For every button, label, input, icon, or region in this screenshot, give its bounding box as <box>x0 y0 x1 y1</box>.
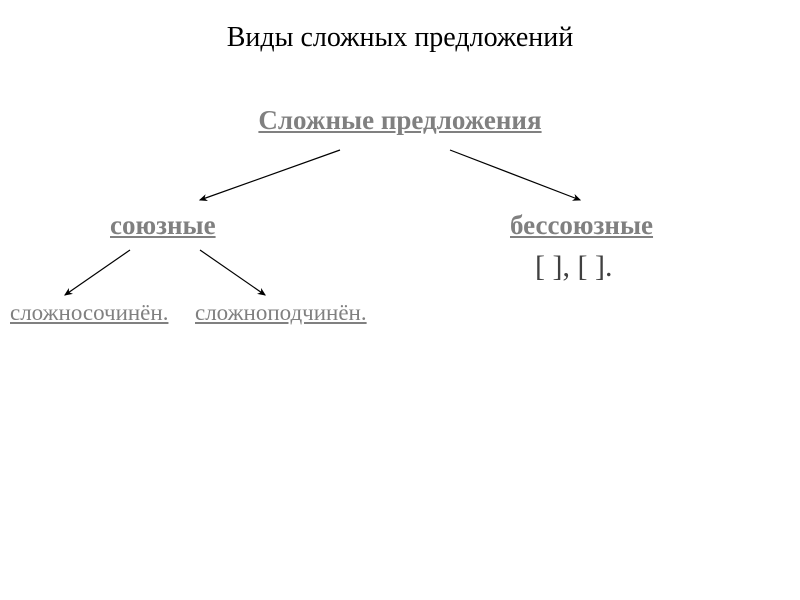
arrow-line <box>200 150 340 200</box>
arrow-line <box>65 250 130 295</box>
leaf-right: сложноподчинён. <box>195 300 367 326</box>
root-node: Сложные предложения <box>0 105 800 136</box>
node-right: бессоюзные <box>510 210 653 241</box>
arrow-line <box>200 250 265 295</box>
diagram-canvas: Виды сложных предложений Сложные предлож… <box>0 0 800 600</box>
node-left: союзные <box>110 210 216 241</box>
leaf-left: сложносочинён. <box>10 300 168 326</box>
bracket-notation: [ ], [ ]. <box>535 250 612 284</box>
diagram-title: Виды сложных предложений <box>0 22 800 54</box>
arrow-line <box>450 150 580 200</box>
